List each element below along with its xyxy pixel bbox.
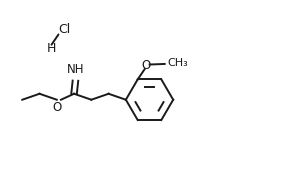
Text: H: H: [47, 42, 56, 55]
Text: Cl: Cl: [59, 23, 71, 36]
Text: NH: NH: [67, 63, 84, 76]
Text: CH₃: CH₃: [168, 58, 188, 68]
Text: O: O: [52, 101, 61, 114]
Text: O: O: [141, 59, 151, 72]
